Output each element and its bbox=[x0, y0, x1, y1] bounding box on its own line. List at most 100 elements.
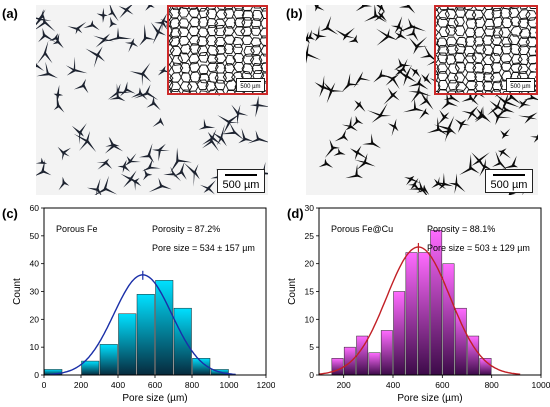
pore-mark bbox=[57, 146, 71, 161]
cell-wall bbox=[250, 25, 262, 36]
cell-wall bbox=[454, 61, 467, 73]
panel-c-label: (c) bbox=[2, 206, 18, 221]
pore-mark bbox=[314, 75, 335, 98]
pore-mark bbox=[408, 82, 432, 103]
pore-mark bbox=[36, 61, 58, 79]
histogram-bar bbox=[393, 291, 406, 376]
cell-wall bbox=[258, 53, 266, 65]
cell-wall bbox=[240, 26, 253, 37]
pore-mark bbox=[440, 91, 459, 110]
cell-wall bbox=[528, 27, 536, 39]
panel-a-label: (a) bbox=[2, 6, 18, 21]
pore-mark bbox=[397, 58, 408, 74]
cell-wall bbox=[226, 89, 236, 93]
pore-mark bbox=[238, 128, 254, 144]
histogram-bar bbox=[405, 252, 418, 376]
cell-wall bbox=[196, 7, 208, 12]
pore-mark bbox=[379, 73, 400, 90]
cell-wall bbox=[205, 35, 218, 47]
cell-wall bbox=[169, 7, 172, 11]
pore-mark bbox=[374, 10, 387, 22]
histogram-bar bbox=[118, 313, 137, 376]
cell-wall bbox=[527, 46, 536, 57]
pore-mark bbox=[354, 153, 376, 170]
cell-wall bbox=[222, 71, 236, 83]
cell-wall bbox=[453, 52, 466, 64]
cell-wall bbox=[490, 61, 503, 73]
cell-wall bbox=[437, 45, 450, 56]
pore-mark bbox=[390, 16, 405, 34]
cell-wall bbox=[464, 35, 477, 47]
histogram-bar bbox=[331, 358, 344, 376]
cell-wall bbox=[259, 35, 266, 46]
cell-wall bbox=[445, 24, 458, 36]
pore-mark bbox=[323, 82, 345, 104]
cell-wall bbox=[436, 63, 449, 74]
cell-wall bbox=[196, 45, 209, 57]
cell-wall bbox=[471, 9, 484, 21]
cell-wall bbox=[475, 90, 484, 93]
pore-mark bbox=[58, 176, 70, 191]
sample-label: Porous Fe@Cu bbox=[331, 224, 393, 234]
pore-mark bbox=[306, 31, 310, 44]
y-tick-label: 30 bbox=[30, 287, 40, 297]
cell-wall bbox=[205, 8, 218, 20]
cell-wall bbox=[482, 54, 495, 65]
cell-wall bbox=[436, 90, 440, 93]
scale-bar-b: 500 µm bbox=[485, 169, 533, 193]
cell-wall bbox=[215, 9, 228, 20]
pore-mark bbox=[49, 33, 60, 43]
cell-wall bbox=[170, 88, 181, 93]
pore-mark bbox=[471, 152, 490, 169]
cell-wall bbox=[177, 52, 191, 63]
histogram-bar bbox=[155, 280, 174, 376]
pore-mark bbox=[518, 112, 538, 124]
cell-wall bbox=[463, 45, 476, 57]
cell-wall bbox=[241, 63, 254, 75]
pore-mark bbox=[217, 113, 241, 135]
y-tick-label: 10 bbox=[30, 342, 40, 352]
pore-mark bbox=[421, 72, 432, 85]
cell-wall bbox=[214, 79, 226, 91]
y-tick-label: 25 bbox=[305, 231, 315, 241]
cell-wall bbox=[260, 62, 266, 73]
pore-mark bbox=[117, 159, 131, 173]
x-tick-label: 1000 bbox=[220, 380, 239, 390]
cell-wall bbox=[528, 62, 536, 73]
pore-mark bbox=[139, 24, 156, 46]
y-tick-label: 20 bbox=[30, 314, 40, 324]
pore-mark bbox=[387, 118, 399, 137]
cell-wall bbox=[464, 71, 477, 83]
cell-wall bbox=[484, 25, 496, 37]
cell-wall bbox=[206, 61, 219, 73]
cell-wall bbox=[214, 18, 227, 29]
cell-wall bbox=[169, 54, 173, 66]
y-tick-label: 40 bbox=[30, 259, 40, 269]
histogram-bar bbox=[417, 252, 430, 376]
stat-annotation: Porosity = 88.1% bbox=[427, 224, 495, 234]
histogram-porous-fe-cu: 200 400 600 800 1000 0 5 10 15 20 25 30 Pore size (µ… bbox=[287, 203, 550, 404]
x-tick-label: 800 bbox=[485, 380, 499, 390]
histogram-porous-fe: 0 200 400 600 800 1000 1200 0 10 20 30 40 50 60 Pore s… bbox=[12, 203, 275, 404]
pore-mark bbox=[376, 28, 398, 46]
cell-wall bbox=[213, 36, 227, 48]
pore-mark bbox=[306, 29, 315, 40]
pore-mark bbox=[170, 147, 193, 173]
inset-b-cells bbox=[436, 7, 536, 93]
cell-wall bbox=[171, 62, 184, 74]
cell-wall bbox=[241, 9, 255, 21]
pore-mark bbox=[408, 179, 428, 195]
cell-wall bbox=[436, 17, 449, 28]
cell-wall bbox=[188, 43, 202, 54]
pore-mark bbox=[73, 130, 97, 153]
cell-wall bbox=[519, 7, 528, 10]
stat-annotation: Pore size = 503 ± 129 µm bbox=[427, 243, 530, 253]
histogram-bar bbox=[467, 335, 480, 376]
pore-mark bbox=[146, 95, 161, 111]
cell-wall bbox=[527, 70, 536, 82]
pore-mark bbox=[87, 178, 102, 195]
histogram-bar bbox=[99, 344, 118, 376]
cell-wall bbox=[223, 34, 236, 45]
cell-wall bbox=[225, 54, 237, 66]
pore-mark bbox=[376, 5, 386, 15]
